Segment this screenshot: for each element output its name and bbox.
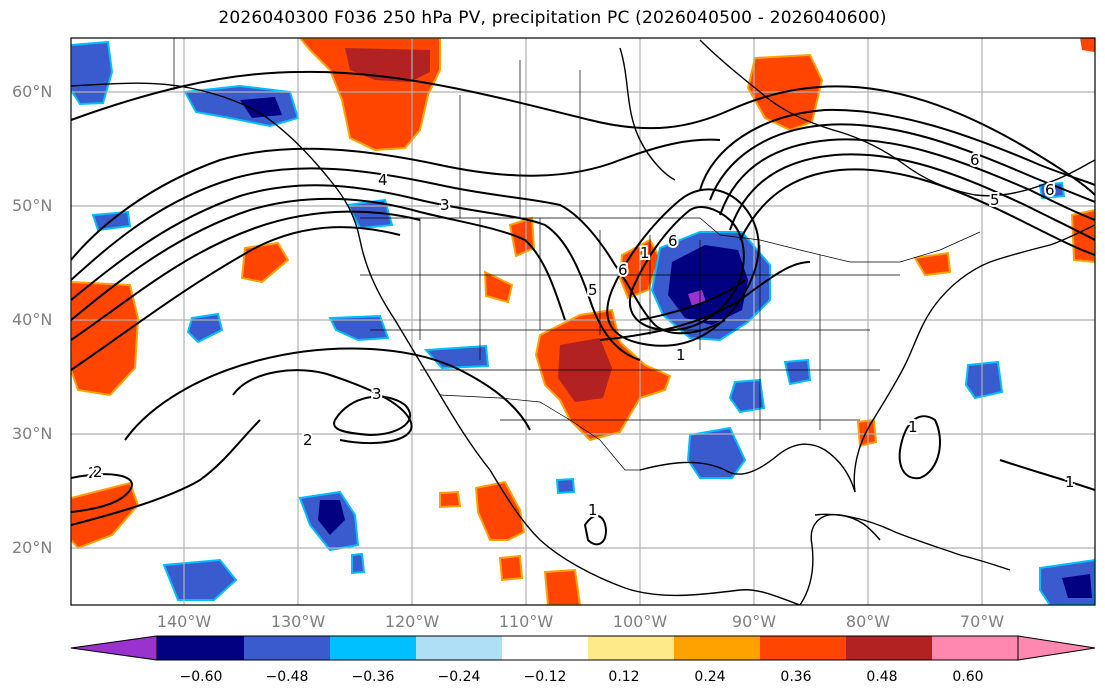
contour-label: 2 (88, 464, 98, 482)
colorbar-tick-label: −0.24 (437, 669, 481, 685)
contour-label: 6 (618, 261, 628, 279)
colorbar-swatch (502, 636, 588, 660)
colorbar-tick-label: 0.12 (608, 669, 640, 685)
positive-precip-areas (71, 38, 1095, 605)
contour-label: 6 (668, 232, 678, 250)
contour-labels: 4 3 2 1 3 2 5 6 6 1 1 6 5 1 2 1 6 (86, 149, 1077, 521)
colorbar-tick-label: −0.48 (265, 669, 309, 685)
colorbar-tick-label: 0.60 (952, 669, 984, 685)
negative-precip-areas (71, 40, 1095, 605)
lon-label: 130°W (270, 612, 326, 631)
lat-label: 60°N (12, 82, 53, 101)
lon-label: 120°W (384, 612, 440, 631)
colorbar-swatch (760, 636, 846, 660)
plot-frame (70, 37, 1096, 606)
lon-label: 90°W (731, 612, 777, 631)
colorbar-tick-label: −0.60 (179, 669, 223, 685)
colorbar-swatch (588, 636, 674, 660)
contour-label: 1 (640, 244, 650, 262)
contour-label: 1 (676, 346, 686, 364)
contour-label: 2 (303, 431, 313, 449)
colorbar-tick-label: −0.36 (351, 669, 395, 685)
colorbar-swatch (932, 636, 1018, 660)
graticule (71, 38, 1095, 605)
colorbar-swatch (330, 636, 416, 660)
map-title: 2026040300 F036 250 hPa PV, precipitatio… (218, 8, 887, 28)
lon-label: 70°W (959, 612, 1005, 631)
colorbar-tick-label: 0.48 (866, 669, 898, 685)
contour-label: 6 (1045, 181, 1055, 199)
contour-label: 3 (372, 385, 382, 403)
colorbar-tick-label: 0.36 (780, 669, 812, 685)
lat-label: 50°N (12, 196, 53, 215)
colorbar-swatch (157, 636, 244, 660)
lat-label: 40°N (12, 310, 53, 329)
lon-label: 140°W (156, 612, 212, 631)
colorbar-max-extension (1017, 635, 1096, 661)
colorbar-swatch (846, 636, 932, 660)
colorbar-min-extension (70, 635, 158, 661)
lon-label: 100°W (612, 612, 668, 631)
borders (173, 38, 981, 471)
contour-label: 2 (93, 463, 103, 481)
colorbar-tick-label: −0.12 (523, 669, 567, 685)
contour-label: 6 (970, 151, 980, 169)
contour-label: 5 (588, 281, 598, 299)
contour-label: 3 (440, 196, 450, 214)
lon-label: 80°W (845, 612, 891, 631)
contour-label: 1 (1065, 473, 1075, 491)
colorbar (70, 635, 1096, 661)
lat-label: 30°N (12, 424, 53, 443)
contour-label: 4 (378, 171, 388, 189)
colorbar-swatch (674, 636, 760, 660)
colorbar-tick-label: 0.24 (694, 669, 726, 685)
coastlines (71, 39, 1095, 605)
colorbar-swatch (244, 636, 330, 660)
lat-label: 20°N (12, 538, 53, 557)
contour-label: 1 (908, 418, 918, 436)
lon-label: 110°W (498, 612, 554, 631)
colorbar-swatch (416, 636, 502, 660)
contour-label: 1 (588, 501, 598, 519)
contour-label: 5 (990, 191, 1000, 209)
pv-contours (71, 70, 1095, 546)
